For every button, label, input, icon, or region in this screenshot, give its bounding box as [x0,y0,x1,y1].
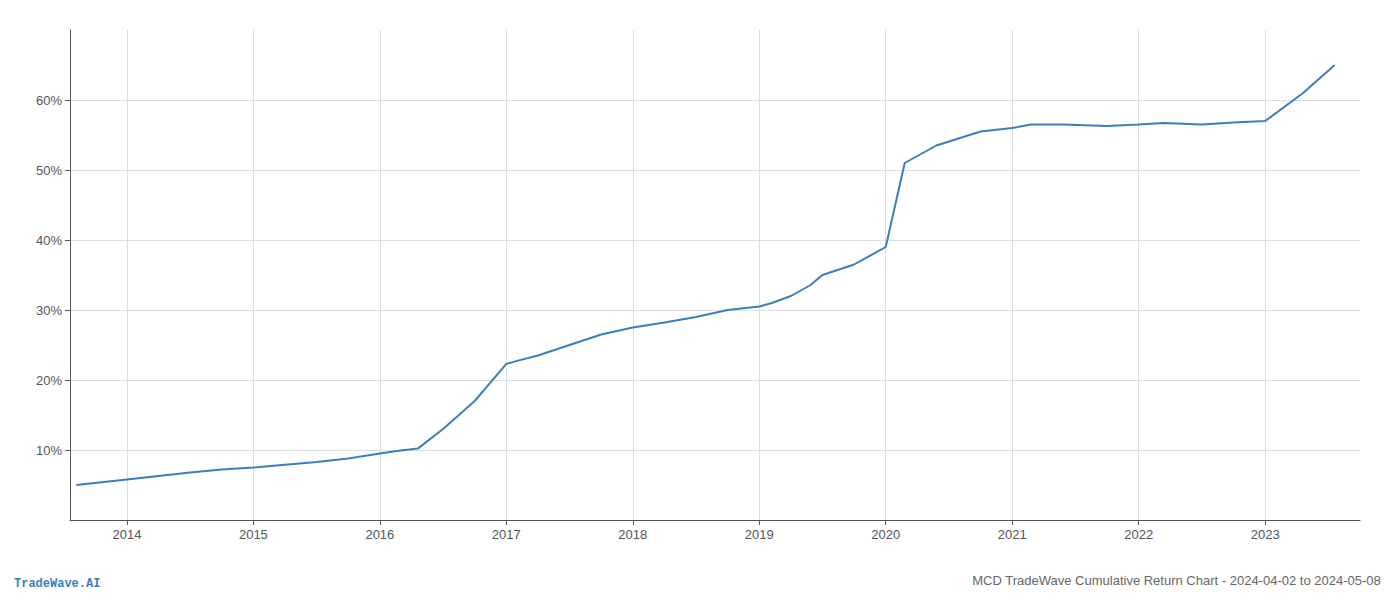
svg-text:2017: 2017 [492,527,521,542]
svg-text:40%: 40% [36,233,62,248]
svg-text:2016: 2016 [365,527,394,542]
svg-text:2018: 2018 [618,527,647,542]
svg-text:2020: 2020 [871,527,900,542]
svg-text:2014: 2014 [112,527,141,542]
svg-text:2019: 2019 [745,527,774,542]
svg-text:20%: 20% [36,373,62,388]
svg-text:60%: 60% [36,93,62,108]
svg-text:30%: 30% [36,303,62,318]
svg-text:2015: 2015 [239,527,268,542]
svg-text:2023: 2023 [1251,527,1280,542]
svg-text:50%: 50% [36,163,62,178]
svg-text:MCD TradeWave Cumulative Retur: MCD TradeWave Cumulative Return Chart - … [972,573,1381,588]
svg-text:TradeWave.AI: TradeWave.AI [14,577,100,591]
svg-text:10%: 10% [36,443,62,458]
svg-text:2021: 2021 [998,527,1027,542]
svg-text:2022: 2022 [1124,527,1153,542]
